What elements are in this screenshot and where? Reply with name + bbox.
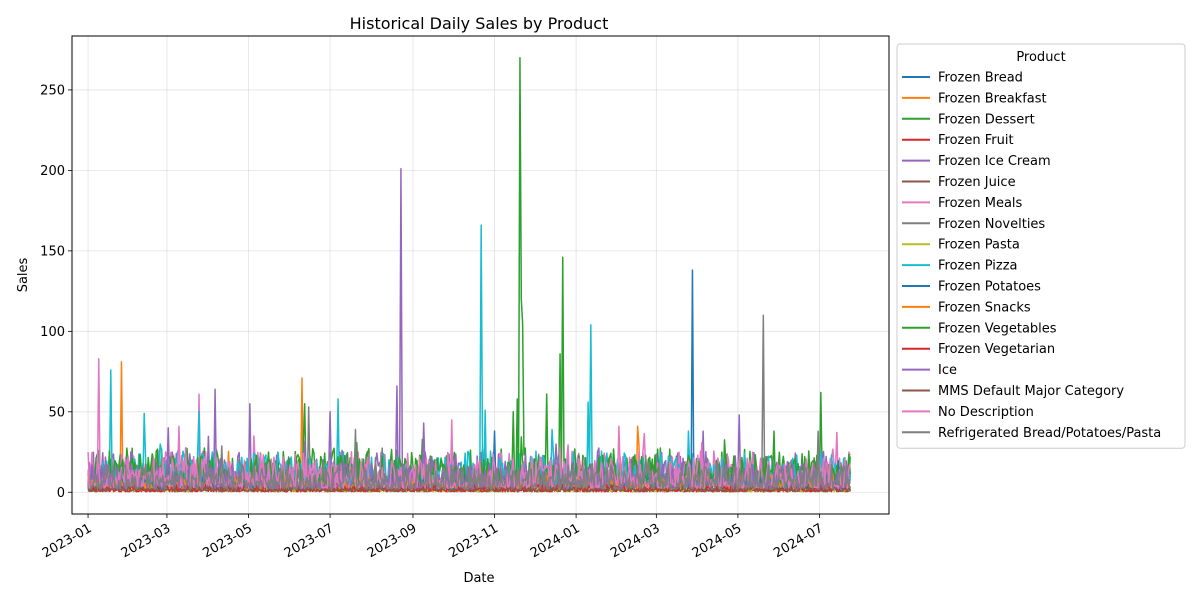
legend-entry: Ice — [938, 363, 957, 378]
legend-entry: Frozen Novelties — [938, 217, 1045, 232]
plot-frame — [71, 35, 890, 515]
y-tick-label: 0 — [57, 486, 65, 501]
y-tick-label: 50 — [48, 405, 65, 420]
x-axis-label: Date — [463, 571, 494, 586]
legend-entry: Frozen Vegetables — [938, 321, 1057, 336]
series-lines — [87, 56, 851, 493]
legend-entry: Frozen Bread — [938, 71, 1023, 86]
legend-entry: Frozen Juice — [938, 175, 1016, 190]
series-line-mms-default-major-category — [87, 481, 851, 493]
legend-entry: Frozen Ice Cream — [938, 154, 1051, 169]
chart-title: Historical Daily Sales by Product — [350, 14, 609, 33]
legend-box — [896, 43, 1186, 449]
legend-entry: Refrigerated Bread/Potatoes/Pasta — [938, 426, 1161, 441]
y-tick-label: 250 — [40, 83, 65, 98]
legend-entry: Frozen Vegetarian — [938, 342, 1055, 357]
legend-entry: Frozen Meals — [938, 196, 1023, 211]
legend: Product Frozen Bread Frozen Breakfast Froze… — [896, 43, 1186, 449]
legend-entry: Frozen Fruit — [938, 133, 1014, 148]
y-axis-label: Sales — [16, 257, 31, 292]
legend-entry: Frozen Snacks — [938, 300, 1031, 315]
legend-entry: No Description — [938, 405, 1034, 420]
legend-entry: Frozen Dessert — [938, 112, 1035, 127]
legend-title: Product — [1016, 50, 1065, 65]
legend-entry: Frozen Breakfast — [938, 91, 1047, 106]
legend-entry: Frozen Pasta — [938, 238, 1020, 253]
legend-entry: MMS Default Major Category — [938, 384, 1124, 399]
legend-entry: Frozen Potatoes — [938, 280, 1041, 295]
series-line-refrigerated-bread-potatoes-pasta — [87, 428, 851, 490]
y-tick-label: 200 — [40, 164, 65, 179]
y-tick-label: 100 — [40, 325, 65, 340]
legend-entry: Frozen Pizza — [938, 259, 1018, 274]
y-tick-label: 150 — [40, 244, 65, 259]
